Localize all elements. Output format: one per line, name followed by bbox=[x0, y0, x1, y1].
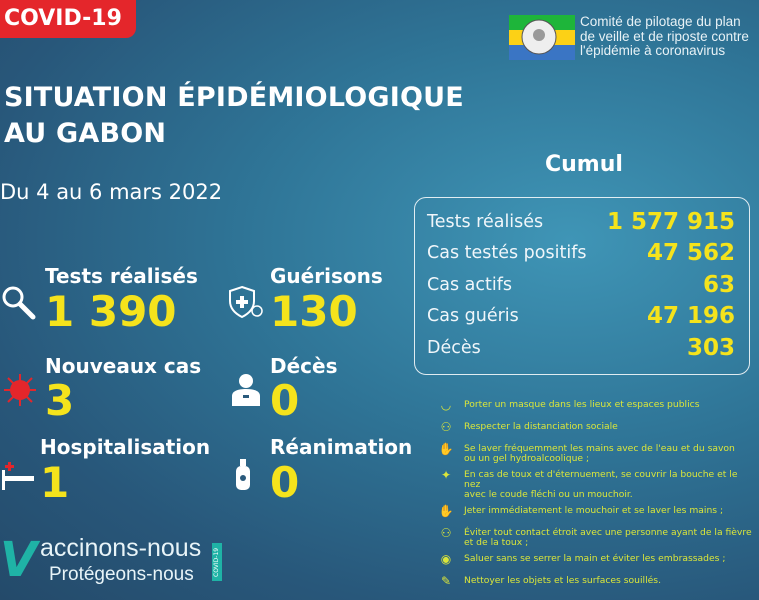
stat-value: 1 bbox=[40, 458, 70, 507]
tip-line: ou un gel hydroalcoolique ; bbox=[464, 453, 590, 464]
tip-line: Éviter tout contact étroit avec une pers… bbox=[464, 527, 752, 538]
handwash-icon: ✋ bbox=[438, 442, 454, 456]
org-line: l'épidémie à coronavirus bbox=[580, 43, 726, 58]
distancing-icon: ⚇ bbox=[440, 526, 452, 540]
cumul-label: Décès bbox=[427, 337, 481, 358]
cumul-row: Cas actifs 63 bbox=[427, 269, 735, 301]
tip-line: Jeter immédiatement le mouchoir et se la… bbox=[464, 505, 724, 516]
org-line: Comité de pilotage du plan bbox=[580, 14, 741, 29]
vaccine-slogan-line2: Protégeons-nous bbox=[49, 564, 194, 585]
cumul-value: 47 196 bbox=[646, 303, 735, 330]
tip-text: En cas de toux et d'éternuement, se couv… bbox=[464, 470, 756, 500]
stat-value: 0 bbox=[270, 458, 300, 507]
stat-label: Tests réalisés bbox=[45, 264, 198, 288]
tip-text: Respecter la distanciation sociale bbox=[464, 422, 618, 432]
tip-item: ✎ Nettoyer les objets et les surfaces sou… bbox=[436, 574, 756, 588]
stat-label: Nouveaux cas bbox=[45, 354, 202, 378]
tip-text: Nettoyer les objets et les surfaces soui… bbox=[464, 576, 661, 586]
cleaning-icon: ✎ bbox=[440, 574, 452, 588]
stat-value: 130 bbox=[270, 287, 358, 336]
virus-icon bbox=[2, 372, 38, 412]
cumul-label: Tests réalisés bbox=[427, 211, 544, 232]
stat-value: 1 390 bbox=[45, 287, 177, 336]
tip-text: Jeter immédiatement le mouchoir et se la… bbox=[464, 506, 723, 516]
tip-line: Respecter la distanciation sociale bbox=[464, 421, 618, 432]
tip-item: ✦ En cas de toux et d'éternuement, se cou… bbox=[436, 468, 756, 500]
hospital-bed-icon bbox=[0, 456, 36, 496]
tip-item: ⚇ Éviter tout contact étroit avec une per… bbox=[436, 526, 756, 548]
cumul-value: 1 577 915 bbox=[606, 208, 735, 235]
tip-line: Nettoyer les objets et les surfaces soui… bbox=[464, 575, 662, 586]
cumul-title: Cumul bbox=[545, 152, 623, 177]
vaccine-slogan-line1: accinons-nous bbox=[40, 534, 202, 562]
shield-cross-icon bbox=[228, 284, 264, 324]
cumul-row: Décès 303 bbox=[427, 332, 735, 364]
tip-line: Saluer sans se serrer la main et éviter … bbox=[464, 553, 726, 564]
stat-label: Hospitalisation bbox=[40, 435, 211, 459]
cumul-label: Cas testés positifs bbox=[427, 243, 587, 264]
cumul-row: Tests réalisés 1 577 915 bbox=[427, 206, 735, 238]
magnifier-icon bbox=[0, 284, 36, 324]
tip-text: Se laver fréquemment les mains avec de l… bbox=[464, 444, 735, 464]
cumul-row: Cas guéris 47 196 bbox=[427, 301, 735, 333]
tip-line: avec le coude fléchi ou un mouchoir. bbox=[464, 489, 633, 500]
date-range: Du 4 au 6 mars 2022 bbox=[0, 180, 223, 204]
covid-badge: COVID-19 bbox=[0, 0, 136, 38]
covid-tag: COVID-19 bbox=[212, 543, 222, 581]
tip-line: Se laver fréquemment les mains avec de l… bbox=[464, 443, 735, 454]
tip-line: En cas de toux et d'éternuement, se couv… bbox=[464, 469, 738, 490]
stat-value: 3 bbox=[45, 376, 75, 425]
stat-label: Guérisons bbox=[270, 264, 383, 288]
stat-label: Décès bbox=[270, 354, 338, 378]
greeting-icon: ◉ bbox=[440, 552, 452, 566]
organization-name: Comité de pilotage du plan de veille et … bbox=[580, 14, 749, 59]
tip-text: Porter un masque dans les lieux et espac… bbox=[464, 400, 699, 410]
tip-text: Saluer sans se serrer la main et éviter … bbox=[464, 554, 725, 564]
org-line: de veille et de riposte contre bbox=[580, 28, 749, 44]
person-icon bbox=[228, 372, 264, 412]
cumul-value: 47 562 bbox=[646, 240, 735, 267]
stat-label: Réanimation bbox=[270, 435, 413, 459]
cumul-table: Tests réalisés 1 577 915 Cas testés posit… bbox=[414, 197, 750, 375]
tip-item: ◡ Porter un masque dans les lieux et espa… bbox=[436, 398, 756, 412]
page-title-line2: AU GABON bbox=[4, 118, 167, 149]
cumul-label: Cas actifs bbox=[427, 274, 512, 295]
tip-text: Éviter tout contact étroit avec une pers… bbox=[464, 528, 752, 548]
tip-item: ✋ Jeter immédiatement le mouchoir et se l… bbox=[436, 504, 756, 518]
cumul-value: 63 bbox=[702, 271, 735, 298]
handwash-icon: ✋ bbox=[438, 504, 454, 518]
mask-icon: ◡ bbox=[440, 398, 452, 412]
tip-item: ⚇ Respecter la distanciation sociale bbox=[436, 420, 756, 434]
oxygen-tank-icon bbox=[228, 456, 264, 496]
cough-icon: ✦ bbox=[440, 468, 452, 482]
cumul-label: Cas guéris bbox=[427, 306, 519, 327]
distancing-icon: ⚇ bbox=[440, 420, 452, 434]
tip-item: ◉ Saluer sans se serrer la main et éviter… bbox=[436, 552, 756, 566]
gabon-flag-logo bbox=[509, 15, 575, 60]
page-title-line1: SITUATION ÉPIDÉMIOLOGIQUE bbox=[4, 82, 464, 113]
cumul-row: Cas testés positifs 47 562 bbox=[427, 238, 735, 270]
tip-line: et de la toux ; bbox=[464, 537, 529, 548]
tip-item: ✋ Se laver fréquemment les mains avec de … bbox=[436, 442, 756, 464]
stat-value: 0 bbox=[270, 376, 300, 425]
cumul-value: 303 bbox=[686, 334, 735, 361]
prevention-tips: ◡ Porter un masque dans les lieux et espa… bbox=[436, 398, 756, 590]
vaccine-v-logo: V bbox=[0, 532, 38, 588]
tip-line: Porter un masque dans les lieux et espac… bbox=[464, 399, 700, 410]
